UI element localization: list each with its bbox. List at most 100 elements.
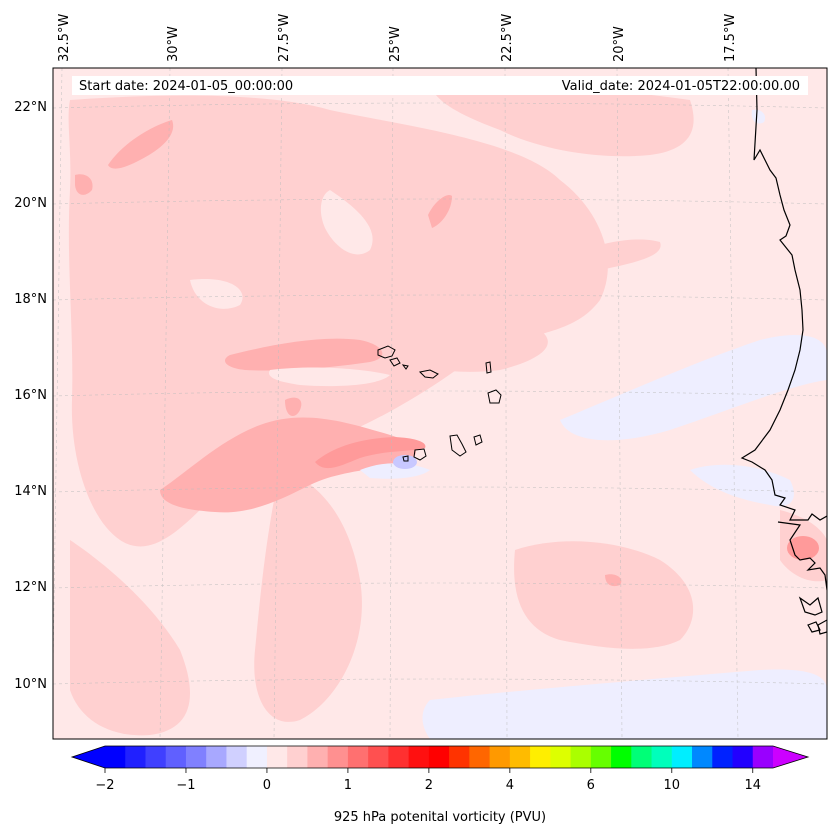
- colorbar-tick-label: 2: [425, 778, 433, 793]
- pv-light-pink-areas: [68, 80, 827, 736]
- pv-pale-blue-areas: [360, 109, 827, 739]
- colorbar-cell: [206, 746, 228, 768]
- parallel-line: [53, 294, 827, 301]
- pv-contour-region: [285, 397, 302, 416]
- pv-contour-region: [430, 80, 694, 157]
- pv-contour-region: [320, 190, 373, 255]
- map-panel: [53, 68, 827, 739]
- colorbar-tick-label: 10: [664, 778, 681, 793]
- pv-contour-region: [422, 669, 827, 739]
- parallel-line: [53, 678, 827, 685]
- colorbar-cell: [408, 746, 430, 768]
- colorbar-cell: [469, 746, 491, 768]
- info-banner: [72, 76, 808, 95]
- colorbar-tick-label: 6: [587, 778, 595, 793]
- valid-date-label: Valid_date: 2024-01-05T22:00:00.00: [562, 79, 800, 94]
- parallel-line: [53, 390, 827, 397]
- longitude-labels: 32.5°W 30°W 27.5°W 25°W 22.5°W 20°W 17.5…: [57, 14, 738, 62]
- meridian-line: [727, 68, 739, 739]
- longitude-label: 17.5°W: [723, 14, 738, 62]
- colorbar-tick-label: −1: [176, 778, 195, 793]
- colorbar-cell: [347, 746, 369, 768]
- colorbar-cell: [185, 746, 207, 768]
- colorbar-cell: [125, 746, 147, 768]
- colorbar-cell: [145, 746, 167, 768]
- pv-contour-region: [269, 367, 390, 387]
- pv-contour-region: [75, 174, 93, 195]
- latitude-label: 14°N: [14, 484, 47, 499]
- colorbar-cells: [105, 746, 774, 768]
- island-brava: [402, 455, 409, 462]
- island-maio: [473, 434, 483, 446]
- longitude-label: 30°W: [166, 26, 181, 62]
- colorbar-cell: [590, 746, 612, 768]
- colorbar-tick-label: 1: [344, 778, 352, 793]
- colorbar-cell: [266, 746, 288, 768]
- pv-contour-region: [751, 109, 766, 124]
- island-sao-nicolau: [418, 369, 439, 379]
- meridian-line: [389, 68, 394, 739]
- latitude-label: 10°N: [14, 677, 47, 692]
- island-boa-vista: [487, 389, 502, 404]
- island-santa-luzia: [401, 364, 409, 370]
- meridian-line: [616, 68, 623, 739]
- pv-contour-region: [514, 541, 694, 649]
- pv-contour-region: [375, 314, 548, 372]
- longitude-label: 32.5°W: [57, 14, 72, 62]
- colorbar-cell: [611, 746, 632, 768]
- pv-contour-region: [560, 335, 827, 441]
- pv-contour-region: [160, 417, 416, 513]
- colorbar-cell: [732, 746, 754, 768]
- cape-verde-islands: [377, 345, 502, 462]
- colorbar-cell: [550, 746, 572, 768]
- africa-coastline: [817, 619, 827, 635]
- pv-contour-region: [560, 239, 661, 275]
- meridian-line: [53, 68, 63, 693]
- colorbar-cell: [671, 746, 693, 768]
- pv-contour-region: [108, 120, 174, 169]
- pv-contour-region: [70, 540, 190, 736]
- island-fogo: [413, 448, 427, 461]
- africa-coastline: [798, 596, 823, 616]
- colorbar-tick-label: 14: [744, 778, 761, 793]
- pv-contour-region: [68, 95, 608, 547]
- colorbar-extend-low: [72, 746, 105, 768]
- pv-contour-region: [315, 437, 426, 469]
- colorbar-cell: [530, 746, 551, 768]
- island-santo-antao: [377, 345, 396, 359]
- pv-contour-region: [787, 536, 819, 560]
- africa-coastline: [740, 68, 827, 521]
- colorbar-cell: [287, 746, 309, 768]
- colorbar-tick-label: 0: [263, 778, 271, 793]
- latitude-label: 20°N: [14, 196, 47, 211]
- longitude-label: 22.5°W: [500, 14, 515, 62]
- pv-white-gaps: [190, 190, 390, 387]
- island-santiago: [449, 434, 467, 457]
- graticule: [53, 68, 827, 739]
- colorbar-cell: [428, 746, 450, 768]
- island-sao-vicente: [389, 357, 401, 367]
- colorbar-cell: [327, 746, 349, 768]
- parallel-line: [53, 486, 827, 493]
- parallel-line: [53, 582, 827, 589]
- colorbar-extend-high: [773, 746, 808, 768]
- africa-coastline: [777, 521, 827, 591]
- longitude-label: 25°W: [388, 26, 403, 62]
- pv-contour-region: [605, 574, 622, 587]
- longitude-label: 20°W: [612, 26, 627, 62]
- pv-blue-patch: [393, 455, 417, 469]
- pv-medium-pink-areas: [75, 120, 622, 587]
- colorbar-cell: [226, 746, 248, 768]
- colorbar: −2 −1 0 1 2 4 6 10 14 925 hPa potenital vorticit…: [70, 745, 810, 825]
- map-frame: [52, 67, 828, 740]
- colorbar-cell: [570, 746, 592, 768]
- parallel-line: [53, 102, 827, 109]
- latitude-label: 16°N: [14, 388, 47, 403]
- colorbar-cell: [449, 746, 470, 768]
- colorbar-label: 925 hPa potenital vorticity (PVU): [334, 810, 546, 825]
- colorbar-cell: [368, 746, 389, 768]
- colorbar-cell: [246, 746, 268, 768]
- colorbar-cell: [509, 746, 531, 768]
- meridian-line: [504, 68, 508, 739]
